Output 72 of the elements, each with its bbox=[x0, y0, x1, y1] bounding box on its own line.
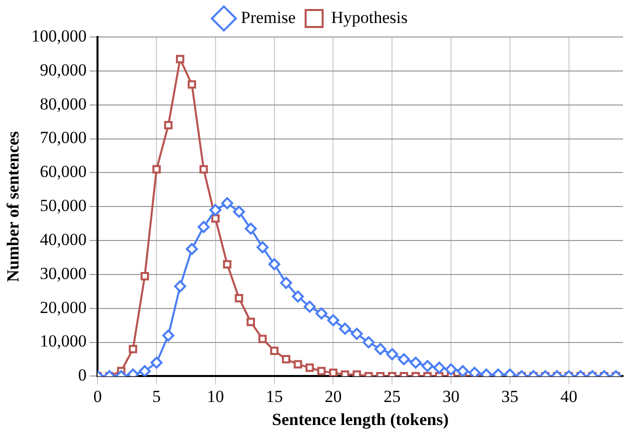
point bbox=[374, 343, 386, 356]
legend-label: Hypothesis bbox=[331, 8, 408, 27]
point bbox=[445, 363, 458, 376]
point bbox=[327, 314, 340, 326]
point bbox=[456, 365, 469, 376]
point bbox=[140, 272, 149, 280]
x-tick-label: 0 bbox=[93, 386, 102, 406]
y-tick-label: 90,000 bbox=[40, 60, 87, 80]
point bbox=[468, 366, 481, 376]
point bbox=[352, 370, 361, 376]
x-axis-title: Sentence length (tokens) bbox=[272, 410, 449, 430]
point bbox=[198, 220, 210, 233]
point bbox=[150, 356, 163, 369]
point bbox=[386, 348, 398, 360]
y-tick-label: 70,000 bbox=[40, 128, 87, 148]
x-tick-label: 15 bbox=[266, 386, 283, 406]
y-tick-label: 60,000 bbox=[40, 162, 87, 182]
point bbox=[317, 366, 326, 376]
point bbox=[305, 364, 314, 372]
y-tick-label: 80,000 bbox=[40, 94, 87, 114]
point bbox=[282, 355, 290, 364]
x-tick-label: 5 bbox=[152, 386, 161, 406]
x-tick-label: 10 bbox=[206, 386, 224, 406]
point bbox=[362, 336, 375, 348]
y-tick-label: 0 bbox=[78, 366, 87, 385]
y-tick-label: 40,000 bbox=[40, 230, 87, 249]
point bbox=[304, 300, 316, 313]
x-tick-label: 35 bbox=[501, 386, 518, 406]
point bbox=[294, 360, 302, 369]
point bbox=[138, 365, 151, 376]
point bbox=[280, 276, 292, 289]
x-tick-label: 25 bbox=[384, 386, 401, 406]
point bbox=[339, 322, 352, 335]
point bbox=[350, 328, 363, 340]
point bbox=[315, 307, 328, 320]
point bbox=[329, 368, 338, 376]
point bbox=[258, 334, 267, 344]
point bbox=[188, 80, 196, 89]
legend-label: Premise bbox=[240, 8, 296, 27]
point bbox=[164, 121, 173, 130]
point bbox=[268, 258, 280, 270]
point bbox=[270, 346, 279, 355]
point bbox=[340, 370, 350, 376]
point bbox=[162, 329, 174, 342]
point bbox=[410, 356, 422, 369]
point bbox=[233, 206, 245, 218]
point bbox=[128, 344, 138, 354]
y-tick-label: 100,000 bbox=[31, 26, 87, 46]
y-tick-label: 30,000 bbox=[40, 264, 87, 283]
y-axis-title: Number of sentences bbox=[4, 130, 23, 282]
point bbox=[152, 165, 161, 174]
point bbox=[256, 241, 269, 254]
point bbox=[234, 294, 244, 302]
y-tick-label: 10,000 bbox=[40, 332, 87, 351]
point bbox=[421, 360, 434, 372]
point bbox=[209, 204, 222, 216]
x-tick-label: 30 bbox=[442, 386, 460, 406]
x-tick-label: 40 bbox=[560, 386, 578, 406]
x-tick-label: 20 bbox=[324, 386, 342, 406]
point bbox=[244, 222, 257, 235]
point bbox=[174, 280, 186, 292]
point bbox=[186, 243, 198, 255]
point bbox=[223, 260, 232, 268]
point bbox=[246, 318, 255, 326]
point bbox=[199, 165, 208, 174]
point bbox=[221, 197, 234, 210]
point bbox=[433, 362, 446, 374]
y-tick-label: 20,000 bbox=[40, 298, 87, 317]
point bbox=[176, 54, 184, 64]
point bbox=[398, 353, 410, 366]
y-tick-label: 50,000 bbox=[40, 196, 87, 216]
point bbox=[292, 290, 304, 302]
